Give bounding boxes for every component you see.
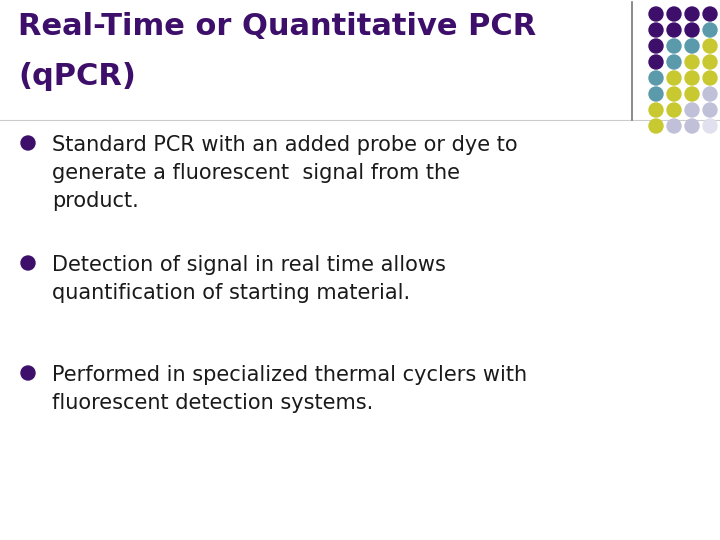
Circle shape	[703, 71, 717, 85]
Circle shape	[667, 23, 681, 37]
Circle shape	[685, 55, 699, 69]
Circle shape	[703, 39, 717, 53]
Circle shape	[703, 103, 717, 117]
Text: Performed in specialized thermal cyclers with
fluorescent detection systems.: Performed in specialized thermal cyclers…	[52, 365, 527, 413]
Circle shape	[649, 71, 663, 85]
Circle shape	[667, 55, 681, 69]
Circle shape	[649, 87, 663, 101]
Circle shape	[667, 87, 681, 101]
Circle shape	[685, 39, 699, 53]
Circle shape	[649, 119, 663, 133]
Circle shape	[21, 136, 35, 150]
Circle shape	[685, 119, 699, 133]
Circle shape	[703, 7, 717, 21]
Circle shape	[667, 7, 681, 21]
Circle shape	[667, 39, 681, 53]
Circle shape	[685, 103, 699, 117]
Circle shape	[703, 87, 717, 101]
Circle shape	[667, 71, 681, 85]
Circle shape	[685, 7, 699, 21]
Circle shape	[649, 39, 663, 53]
Text: Standard PCR with an added probe or dye to
generate a fluorescent  signal from t: Standard PCR with an added probe or dye …	[52, 135, 518, 211]
Circle shape	[685, 23, 699, 37]
Circle shape	[649, 55, 663, 69]
Text: Detection of signal in real time allows
quantification of starting material.: Detection of signal in real time allows …	[52, 255, 446, 303]
Circle shape	[685, 87, 699, 101]
Circle shape	[21, 256, 35, 270]
Circle shape	[649, 103, 663, 117]
Circle shape	[703, 119, 717, 133]
Circle shape	[667, 103, 681, 117]
Circle shape	[649, 23, 663, 37]
Text: Real-Time or Quantitative PCR: Real-Time or Quantitative PCR	[18, 12, 536, 41]
Circle shape	[685, 71, 699, 85]
Circle shape	[21, 366, 35, 380]
Circle shape	[703, 55, 717, 69]
Circle shape	[703, 23, 717, 37]
Text: (qPCR): (qPCR)	[18, 62, 136, 91]
Circle shape	[667, 119, 681, 133]
Circle shape	[649, 7, 663, 21]
